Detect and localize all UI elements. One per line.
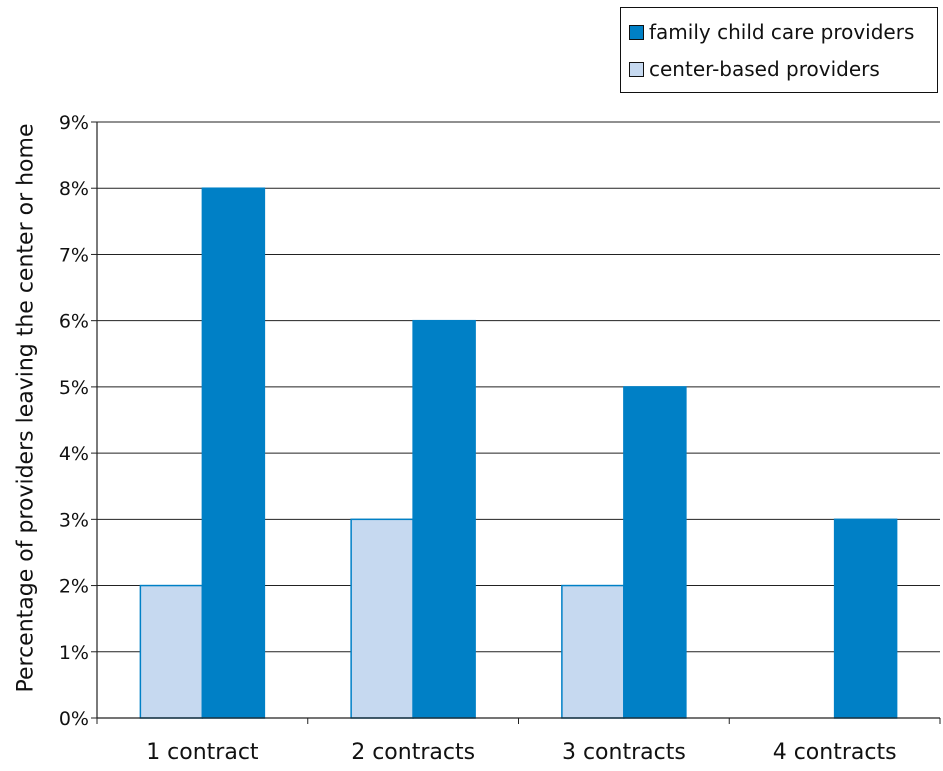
bar — [833, 518, 898, 719]
x-tick-label: 2 contracts — [351, 740, 475, 765]
y-tick-label: 9% — [59, 112, 89, 134]
legend: family child care providers center-based… — [620, 7, 938, 93]
legend-label-family-child-care: family child care providers — [649, 20, 915, 44]
x-tick-label: 4 contracts — [773, 740, 897, 765]
y-tick-label: 6% — [59, 311, 89, 333]
y-tick-label: 5% — [59, 377, 89, 399]
legend-swatch-family-child-care — [629, 24, 644, 40]
bar — [561, 584, 625, 719]
x-tick-label: 3 contracts — [562, 740, 686, 765]
y-tick-label: 7% — [59, 244, 89, 266]
y-tick-label: 4% — [59, 443, 89, 465]
y-axis-label: Percentage of providers leaving the cent… — [13, 123, 39, 693]
legend-item-center-based: center-based providers — [629, 57, 880, 81]
y-tick-label: 8% — [59, 178, 89, 200]
bar — [350, 518, 414, 719]
x-tick-label: 1 contract — [146, 740, 259, 765]
legend-swatch-center-based — [629, 61, 644, 77]
bar — [201, 187, 266, 719]
y-tick-label: 0% — [59, 708, 89, 730]
bar — [139, 584, 204, 719]
legend-label-center-based: center-based providers — [649, 57, 880, 81]
y-axis-label-wrapper: Percentage of providers leaving the cent… — [6, 96, 46, 720]
bar — [623, 386, 687, 719]
y-tick-label: 1% — [59, 642, 89, 664]
bar — [412, 319, 476, 719]
legend-item-family-child-care: family child care providers — [629, 20, 914, 44]
y-tick-label: 3% — [59, 509, 89, 531]
y-tick-label: 2% — [59, 576, 89, 598]
